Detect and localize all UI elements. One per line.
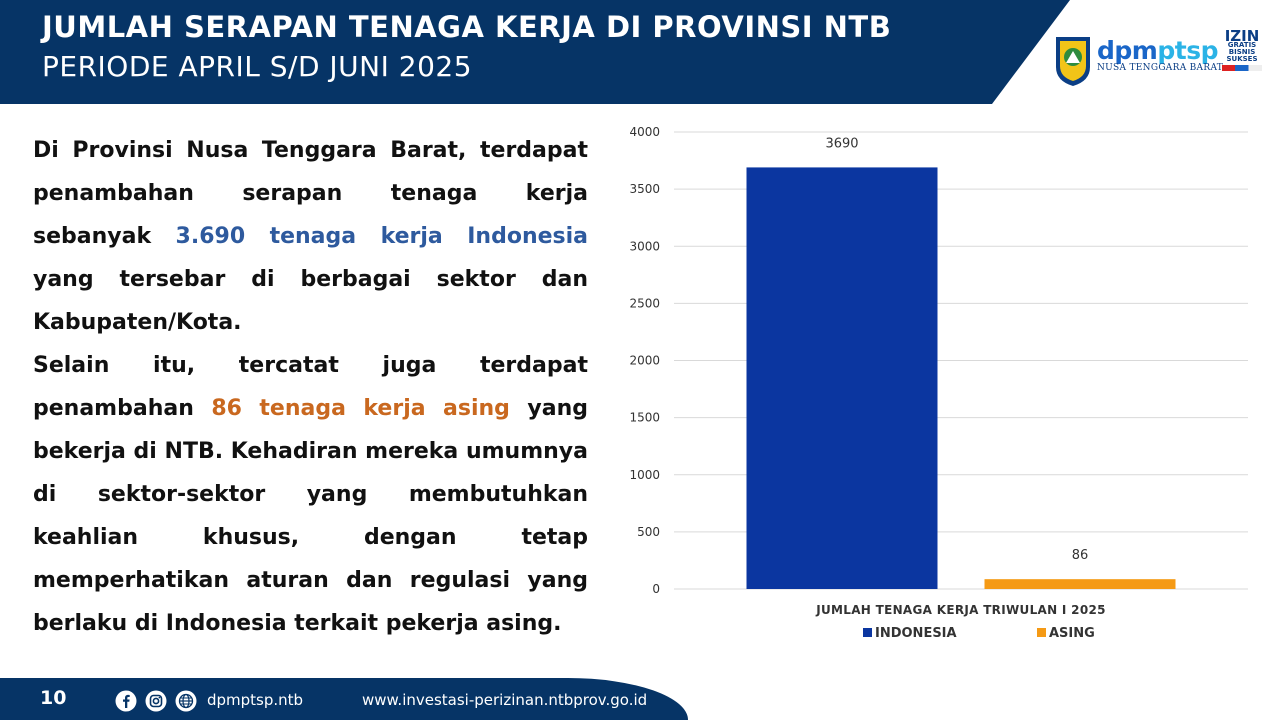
highlight-asing: 86 tenaga kerja asing (211, 396, 510, 421)
y-tick-label: 3500 (629, 182, 660, 196)
highlight-indonesia: 3.690 tenaga kerja Indonesia (175, 224, 589, 249)
x-category-label: JUMLAH TENAGA KERJA TRIWULAN I 2025 (815, 603, 1106, 617)
social-handle[interactable]: dpmptsp.ntb (207, 691, 304, 709)
legend-label: INDONESIA (875, 626, 957, 641)
bar-asing (984, 579, 1176, 589)
bar-indonesia (746, 167, 938, 590)
y-tick-label: 2500 (629, 296, 660, 310)
y-tick-label: 1500 (629, 411, 660, 425)
page-number: 10 (40, 687, 67, 709)
paragraph-indonesia: Di Provinsi Nusa Tenggara Barat, terdapa… (33, 138, 589, 335)
legend-swatch (1037, 628, 1046, 637)
y-tick-label: 0 (652, 582, 660, 596)
y-tick-label: 3000 (629, 239, 660, 253)
facebook-icon[interactable] (115, 690, 137, 712)
page-subtitle: PERIODE APRIL S/D JUNI 2025 (42, 50, 473, 83)
data-label: 86 (1072, 548, 1089, 563)
y-tick-label: 4000 (629, 125, 660, 139)
y-tick-label: 1000 (629, 468, 660, 482)
legend-swatch (863, 628, 872, 637)
y-tick-label: 500 (637, 525, 660, 539)
footer-bar (0, 678, 688, 720)
dpmptsp-logo: dpmptsp NUSA TENGGARA BARAT (1097, 36, 1224, 73)
chart-svg: 0 500 1000 1500 2000 2500 3000 3500 4000 3690 86 JU… (629, 125, 1248, 641)
paragraph-asing: Selain itu, tercatat juga terdapat penam… (33, 353, 588, 636)
instagram-icon[interactable] (145, 690, 167, 712)
y-tick-label: 2000 (629, 354, 660, 368)
data-label: 3690 (825, 136, 858, 151)
globe-icon[interactable] (175, 690, 197, 712)
page-title: JUMLAH SERAPAN TENAGA KERJA DI PROVINSI … (42, 10, 892, 44)
website-link[interactable]: www.investasi-perizinan.ntbprov.go.id (362, 691, 648, 709)
ntb-emblem-icon (1056, 37, 1090, 86)
izin-gratis-logo: IZIN GRATIS BISNIS SUKSES (1222, 29, 1262, 71)
header-banner (0, 0, 1070, 104)
legend-label: ASING (1049, 626, 1095, 641)
bar-chart: 0 500 1000 1500 2000 2500 3000 3500 4000 3690 86 JU… (600, 115, 1270, 660)
